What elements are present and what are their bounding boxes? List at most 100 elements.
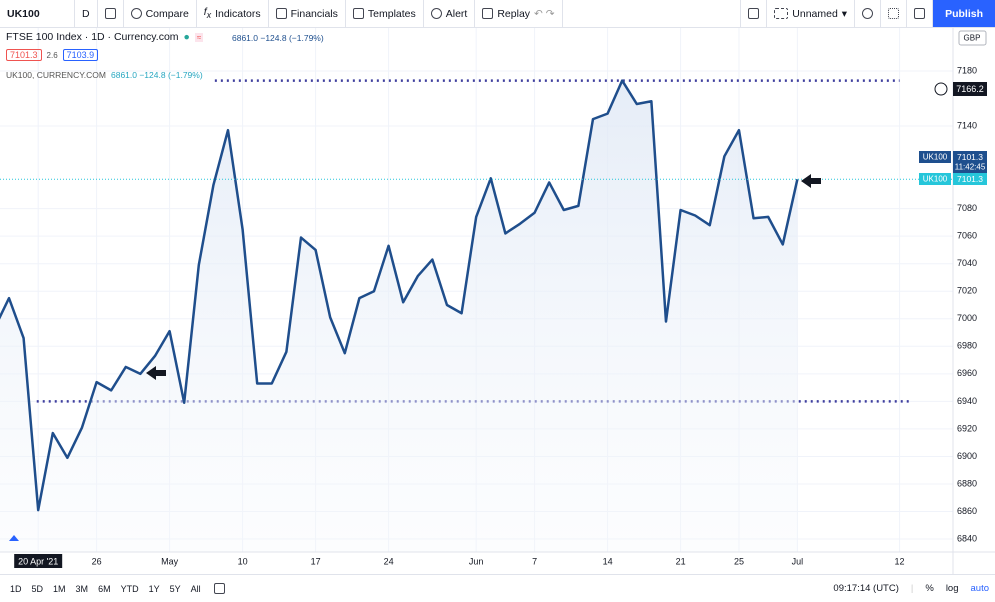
settings[interactable] <box>855 0 882 27</box>
y-tick-label: 6840 <box>957 533 977 543</box>
range-button[interactable]: 5Y <box>169 583 181 594</box>
legend-title: FTSE 100 Index · 1D · Currency.com <box>6 31 179 43</box>
label: Replay <box>497 7 531 20</box>
range-button[interactable]: 5D <box>31 583 44 594</box>
countdown: 11:42:45 <box>955 163 986 172</box>
x-tick-label: 24 <box>384 556 394 566</box>
label: Unnamed <box>792 7 838 20</box>
snapshot[interactable] <box>907 0 934 27</box>
x-tick-label: 25 <box>734 556 744 566</box>
y-tick-label: 7020 <box>957 286 977 296</box>
y-tick-label: 6900 <box>957 451 977 461</box>
axes: 6840 6860 6880 6900 6920 6940 6960 6980 7000 7020… <box>14 65 977 568</box>
chart: 6840 6860 6880 6900 6920 6940 6960 6980 7000 7020… <box>0 28 995 574</box>
sell-price[interactable]: 7101.3 <box>6 49 42 61</box>
symbol-tag-text: UK100 <box>923 153 948 162</box>
area <box>0 80 798 552</box>
range-buttons: 1D 5D 1M 3M 6M YTD 1Y 5Y All <box>0 584 206 594</box>
log-toggle[interactable]: log <box>945 583 959 594</box>
x-tick-label: 10 <box>238 556 248 566</box>
legend-prices: 7101.3 2.6 7103.9 <box>6 49 99 61</box>
financials[interactable]: Financials <box>269 0 346 27</box>
legend-series: UK100, CURRENCY.COM 6861.0 −124.8 (−1.79… <box>6 70 203 80</box>
y-tick-label: 6980 <box>957 341 977 351</box>
series-label: UK100, CURRENCY.COM <box>6 70 106 80</box>
legend-change: 6861.0 −124.8 (−1.79%) <box>232 33 324 43</box>
percent-toggle[interactable]: % <box>925 583 934 594</box>
x-tick-label: 14 <box>603 556 613 566</box>
currency-box[interactable] <box>958 30 987 46</box>
templates[interactable]: Templates <box>346 0 424 27</box>
arrow-annotation <box>801 174 821 188</box>
indicators[interactable]: fx Indicators <box>197 0 269 27</box>
y-tick-label: 7060 <box>957 231 977 241</box>
fullscreen[interactable] <box>881 0 908 27</box>
line-price-bg <box>953 173 987 185</box>
label: Templates <box>367 7 416 20</box>
y-tick-label: 6960 <box>957 368 977 378</box>
status-dot: ● <box>183 31 190 43</box>
x-tick-label: 17 <box>311 556 321 566</box>
chart-style[interactable] <box>98 0 124 27</box>
arrow-annotation <box>146 366 166 380</box>
x-tick-label: 7 <box>532 556 537 566</box>
alert[interactable]: Alert <box>424 0 476 27</box>
status-flag: ≈ <box>194 32 204 42</box>
y-tick-label: 6860 <box>957 506 977 516</box>
x-tick-label: Jul <box>792 556 804 566</box>
logo <box>9 535 19 541</box>
y-tick-label: 7080 <box>957 203 977 213</box>
symbol-tag <box>919 151 951 163</box>
line-tag-text: UK100 <box>923 175 948 184</box>
divider: | <box>910 583 914 594</box>
layout-toggle[interactable] <box>740 0 768 27</box>
range-button[interactable]: 3M <box>75 583 89 594</box>
replay[interactable]: Replay ↶ ↷ <box>475 0 563 27</box>
currency: GBP <box>964 34 981 43</box>
last-price-bg <box>953 151 987 173</box>
icon: fx <box>203 6 212 21</box>
range-button[interactable]: 1Y <box>148 583 160 594</box>
label: Alert <box>445 7 468 20</box>
range-button[interactable]: 1D <box>10 583 22 594</box>
y-tick-label: 6880 <box>957 478 977 488</box>
x-tick-label: May <box>161 556 179 566</box>
publish-button[interactable]: Publish <box>933 0 995 27</box>
x-tick-label: 12 <box>895 556 905 566</box>
spread: 2.6 <box>46 50 58 60</box>
y-tick-label: 7000 <box>957 313 977 323</box>
price-line <box>0 79 799 512</box>
line-tag <box>919 173 951 185</box>
range-button[interactable]: All <box>190 583 201 594</box>
x-tick-label: 26 <box>92 556 102 566</box>
range-button[interactable]: YTD <box>120 583 139 594</box>
label: Indicators <box>215 7 261 20</box>
range-button[interactable]: 1M <box>53 583 66 594</box>
range-button[interactable]: 6M <box>98 583 111 594</box>
x-tick-label: Jun <box>469 556 484 566</box>
add-button[interactable] <box>934 82 948 96</box>
crosshair-label-bg <box>953 82 987 96</box>
label: Financials <box>290 7 338 20</box>
y-tick-label: 7140 <box>957 120 977 130</box>
y-tick-label: 7040 <box>957 258 977 268</box>
x-tick-label: 20 Apr '21 <box>18 556 58 566</box>
layout-name[interactable]: Unnamed ▾ <box>767 0 856 27</box>
x-tick-highlight <box>14 554 63 568</box>
compare[interactable]: Compare <box>124 0 197 27</box>
crosshair-price: 7166.2 <box>956 84 984 94</box>
symbol-search[interactable]: UK100 <box>0 0 75 27</box>
legend-main: FTSE 100 Index · 1D · Currency.com ● ≈ <box>6 31 204 43</box>
top-toolbar: UK100 D Compare fx Indicators Financials … <box>0 0 995 28</box>
plot-area <box>0 79 953 552</box>
x-tick-label: 21 <box>676 556 686 566</box>
interval[interactable]: D <box>75 0 98 27</box>
date-range-icon[interactable] <box>213 583 225 594</box>
bottom-toolbar: 1D 5D 1M 3M 6M YTD 1Y 5Y All 09:17:14 (UTC) | % … <box>0 574 995 602</box>
series-change: 6861.0 −124.8 (−1.79%) <box>110 70 203 80</box>
clock: 09:17:14 (UTC) <box>833 583 899 594</box>
auto-toggle[interactable]: auto <box>970 583 990 594</box>
right-tools: Unnamed ▾ Publish <box>740 0 995 27</box>
bottom-right: 09:17:14 (UTC) | % log auto <box>833 583 995 594</box>
buy-price[interactable]: 7103.9 <box>62 49 99 61</box>
